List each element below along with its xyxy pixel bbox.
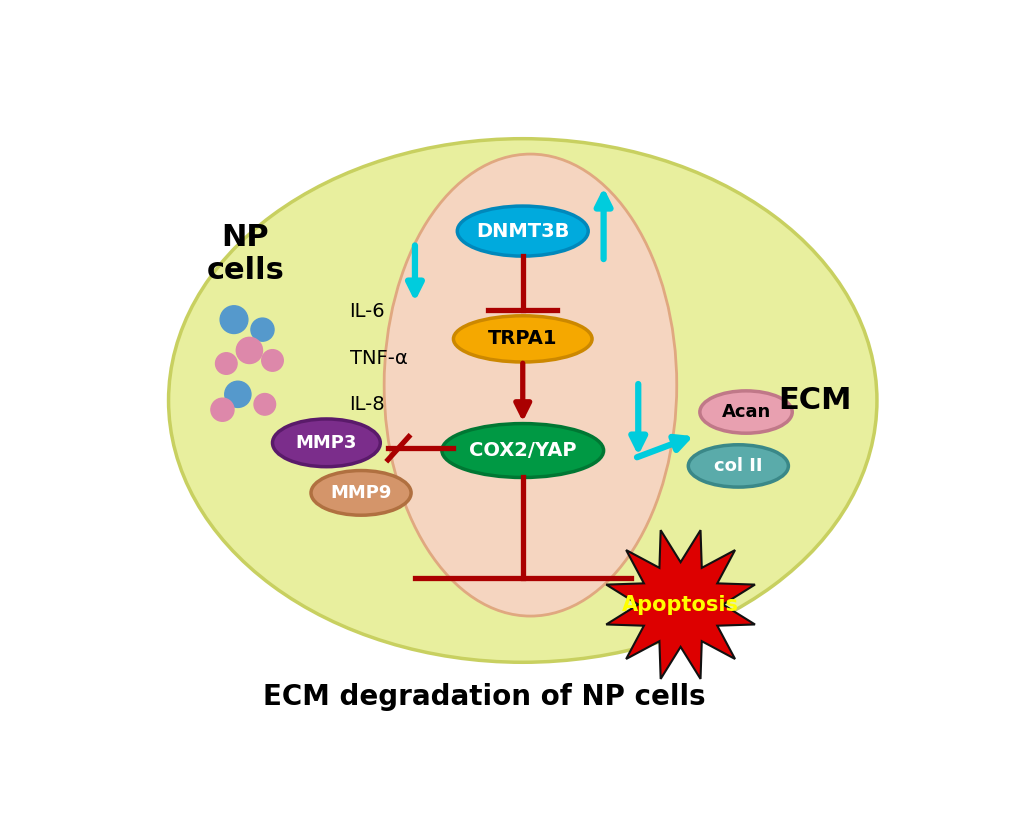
Text: DNMT3B: DNMT3B — [476, 222, 569, 241]
Ellipse shape — [441, 423, 603, 478]
Ellipse shape — [457, 206, 588, 256]
Ellipse shape — [311, 470, 411, 515]
Circle shape — [220, 306, 248, 334]
Text: ECM degradation of NP cells: ECM degradation of NP cells — [263, 683, 705, 711]
Text: COX2/YAP: COX2/YAP — [469, 441, 576, 460]
Text: Acan: Acan — [720, 403, 770, 421]
Text: Apoptosis: Apoptosis — [622, 594, 739, 615]
Ellipse shape — [272, 419, 380, 467]
Text: MMP9: MMP9 — [330, 484, 391, 502]
Circle shape — [251, 318, 274, 341]
Text: IL-6: IL-6 — [350, 302, 385, 321]
Circle shape — [236, 337, 262, 363]
Circle shape — [215, 353, 236, 374]
Text: TRPA1: TRPA1 — [487, 330, 557, 349]
Ellipse shape — [688, 445, 788, 487]
Polygon shape — [605, 530, 754, 679]
Text: TNF-α: TNF-α — [350, 349, 407, 367]
Text: col II: col II — [713, 457, 762, 475]
Circle shape — [254, 394, 275, 415]
Ellipse shape — [453, 316, 591, 362]
Ellipse shape — [699, 390, 792, 433]
Text: NP
cells: NP cells — [207, 223, 284, 285]
Circle shape — [262, 349, 283, 372]
Text: ECM: ECM — [777, 386, 851, 415]
Text: IL-8: IL-8 — [350, 395, 385, 413]
Text: MMP3: MMP3 — [296, 434, 357, 452]
Ellipse shape — [384, 154, 676, 616]
Circle shape — [211, 398, 233, 421]
Circle shape — [224, 381, 251, 408]
Ellipse shape — [168, 139, 876, 663]
